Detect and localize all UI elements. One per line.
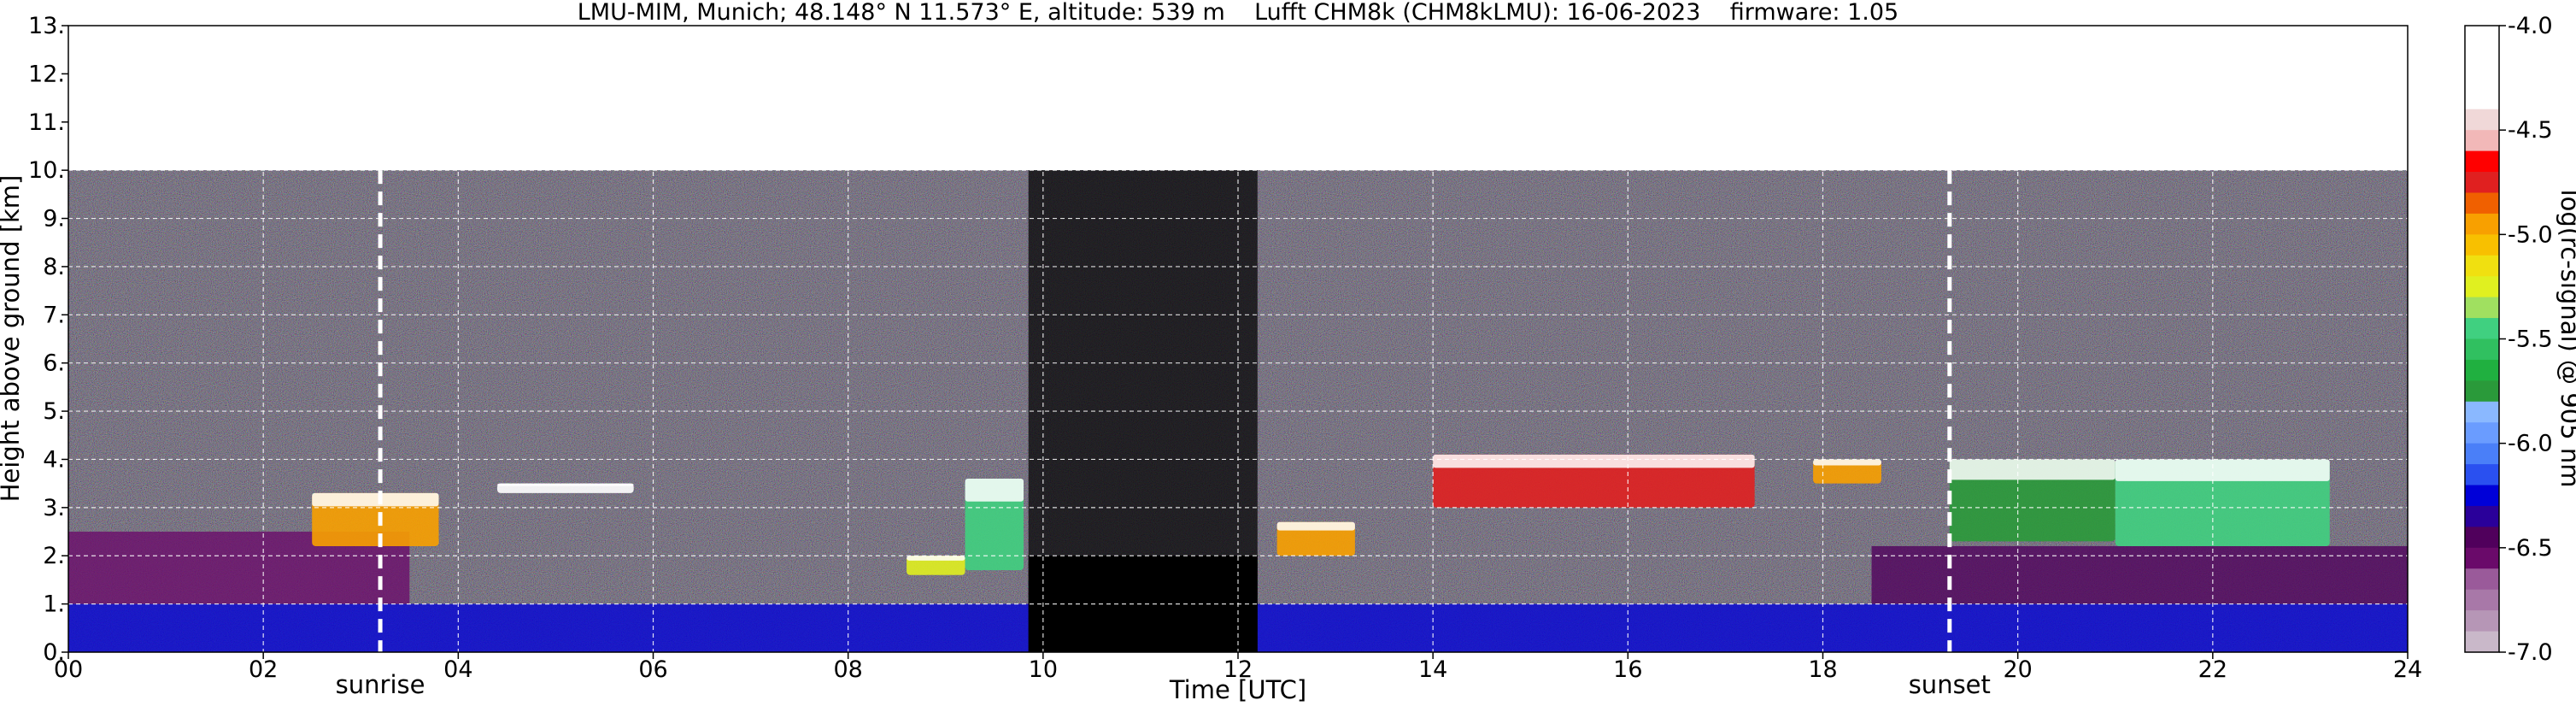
colorbar-tick-label: -5.0 — [2508, 221, 2553, 248]
colorbar-swatch — [2465, 401, 2499, 423]
cloud-top — [1433, 454, 1755, 468]
colorbar-swatch — [2465, 276, 2499, 298]
sunset-label: sunset — [1909, 670, 1991, 699]
y-tick-label: 2. — [43, 543, 65, 569]
y-tick-label: 6. — [43, 350, 65, 377]
no-data-band-core — [1028, 556, 1258, 652]
y-tick-label: 3. — [43, 495, 65, 521]
colorbar-tick-label: -4.0 — [2508, 13, 2553, 39]
x-tick-label: 10 — [1029, 656, 1058, 683]
colorbar-swatch — [2465, 464, 2499, 486]
plot-area — [67, 25, 2409, 653]
y-tick-label: 11. — [28, 109, 65, 136]
x-tick-label: 02 — [249, 656, 278, 683]
colorbar-swatch — [2465, 150, 2499, 173]
y-tick-label: 9. — [43, 206, 65, 232]
colorbar: -4.0 -4.5 -5.0 -5.5 -6.0 -6.5 -7.0 — [2464, 13, 2553, 666]
axes: sunrise sunset 00 02 04 06 08 10 12 14 16 18 20 22 24 0… — [28, 13, 2422, 699]
x-tick-label: 14 — [1418, 656, 1447, 683]
colorbar-tick-label: -4.5 — [2508, 117, 2553, 144]
colorbar-swatch — [2465, 380, 2499, 403]
grid-lines — [68, 26, 2408, 652]
colorbar-swatch — [2465, 359, 2499, 381]
x-tick-label: 24 — [2393, 656, 2422, 683]
colorbar-swatch — [2465, 527, 2499, 549]
colorbar-swatch — [2465, 192, 2499, 215]
colorbar-swatch — [2465, 46, 2499, 68]
colorbar-swatch — [2465, 318, 2499, 340]
colorbar-swatch — [2465, 109, 2499, 131]
colorbar-tick-label: -6.5 — [2508, 535, 2553, 562]
aerosol-layer — [1871, 545, 2408, 604]
cloud-top — [1276, 521, 1355, 531]
colorbar-swatch — [2465, 88, 2499, 110]
colorbar-tick-label: -5.5 — [2508, 327, 2553, 353]
x-tick-label: 16 — [1613, 656, 1642, 683]
colorbar-swatch — [2465, 610, 2499, 632]
x-tick-label: 18 — [1808, 656, 1837, 683]
x-tick-label: 20 — [2003, 656, 2032, 683]
y-tick-label: 4. — [43, 446, 65, 473]
x-tick-label: 06 — [638, 656, 667, 683]
colorbar-swatch — [2465, 130, 2499, 152]
sun-annotations — [378, 170, 1952, 652]
colorbar-swatch — [2465, 213, 2499, 235]
cloud-top — [312, 492, 439, 507]
y-tick-label: 5. — [43, 398, 65, 425]
y-tick-label: 10. — [28, 157, 65, 184]
colorbar-label: log(rc-signal) @ 905 nm — [2555, 190, 2576, 488]
colorbar-swatch — [2465, 338, 2499, 361]
colorbar-swatch — [2465, 255, 2499, 277]
x-tick-label: 04 — [443, 656, 472, 683]
y-tick-label: 7. — [43, 302, 65, 328]
x-tick-label: 08 — [833, 656, 862, 683]
y-tick-label: 1. — [43, 591, 65, 618]
x-tick-label: 22 — [2198, 656, 2227, 683]
colorbar-swatch — [2465, 589, 2499, 611]
colorbar-swatch — [2465, 67, 2499, 89]
colorbar-swatch — [2465, 172, 2499, 194]
sunrise-label: sunrise — [336, 670, 425, 699]
x-axis-label: Time [UTC] — [1169, 675, 1306, 704]
cloud-top — [1949, 459, 2115, 480]
x-tick-label: 00 — [54, 656, 83, 683]
colorbar-swatch — [2465, 297, 2499, 319]
colorbar-tick-label: -6.0 — [2508, 431, 2553, 457]
colorbar-swatch — [2465, 443, 2499, 465]
colorbar-swatch — [2465, 422, 2499, 444]
cloud-top — [965, 479, 1024, 502]
colorbar-swatch — [2465, 568, 2499, 591]
y-tick-label: 12. — [28, 61, 65, 87]
cloud-top — [1813, 459, 1881, 466]
chart-title: LMU-MIM, Munich; 48.148° N 11.573° E, al… — [578, 0, 1898, 26]
y-tick-label: 13. — [28, 13, 65, 39]
colorbar-swatch — [2465, 26, 2499, 48]
colorbar-swatch — [2465, 547, 2499, 569]
cloud-top — [2115, 459, 2330, 481]
y-tick-label: 8. — [43, 254, 65, 280]
colorbar-swatch — [2465, 485, 2499, 507]
colorbar-tick-label: -7.0 — [2508, 639, 2553, 666]
y-tick-label: 0. — [43, 639, 65, 666]
cloud-top — [907, 556, 965, 561]
colorbar-swatch — [2465, 234, 2499, 256]
x-tick-label: 12 — [1223, 656, 1253, 683]
y-axis-label: Height above ground [km] — [0, 175, 25, 503]
cloud-top — [496, 483, 634, 486]
colorbar-swatch — [2465, 631, 2499, 653]
colorbar-swatch — [2465, 505, 2499, 527]
